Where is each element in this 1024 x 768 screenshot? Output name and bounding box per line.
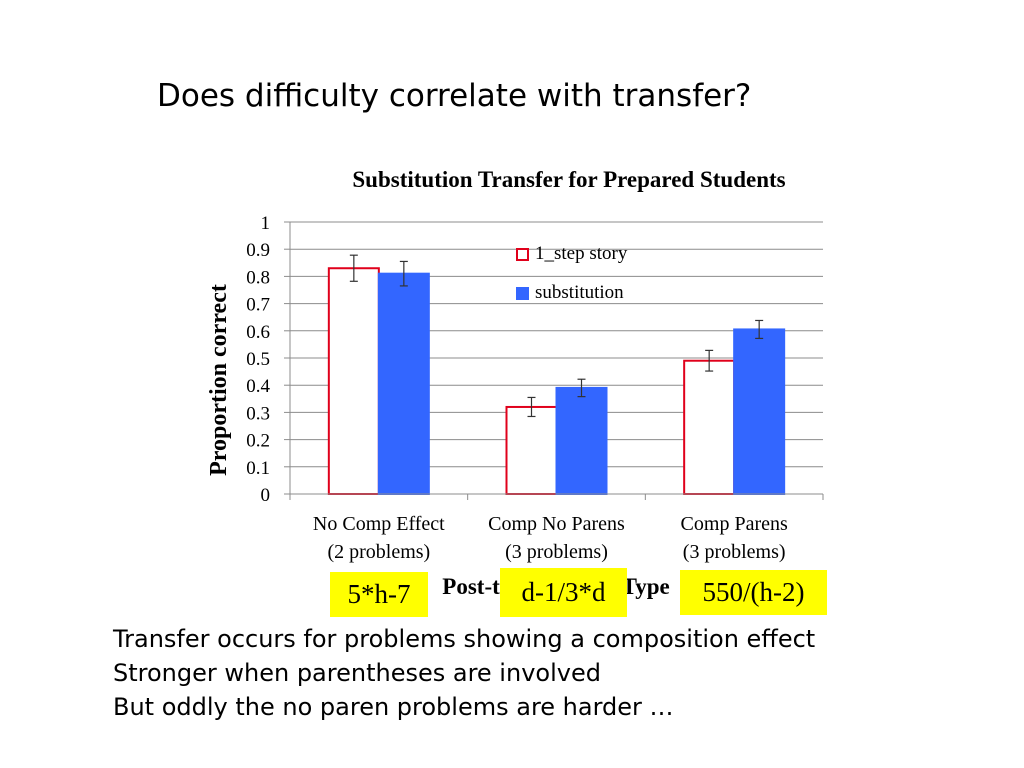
category-label: Comp No Parens xyxy=(488,513,625,535)
y-tick-label: 0.9 xyxy=(246,240,270,261)
bullet-list: Transfer occurs for problems showing a c… xyxy=(113,622,815,724)
legend-swatch xyxy=(516,287,529,300)
category-label: No Comp Effect xyxy=(313,513,445,535)
bar-substitution xyxy=(377,272,430,495)
bar-substitution xyxy=(733,328,786,495)
bar-one-step-story xyxy=(505,405,558,495)
y-tick-label: 0.3 xyxy=(246,403,270,424)
bar-one-step-story xyxy=(683,359,736,495)
error-bars xyxy=(349,254,764,418)
bullet-item: Transfer occurs for problems showing a c… xyxy=(113,625,816,653)
category-label: (3 problems) xyxy=(683,541,786,563)
y-axis-label: Proportion correct xyxy=(206,284,232,476)
category-label: (2 problems) xyxy=(327,541,430,563)
y-tick-label: 0 xyxy=(261,485,271,506)
axes xyxy=(284,221,824,500)
category-labels: No Comp Effect (2 problems) Comp No Parens… xyxy=(313,513,788,563)
y-axis-ticks: 0 0.1 0.2 0.3 0.4 0.5 0.6 0.7 0.8 0.9 1 xyxy=(246,213,270,506)
y-tick-label: 0.6 xyxy=(246,322,270,343)
y-tick-label: 0.8 xyxy=(246,267,270,288)
bars xyxy=(327,267,786,496)
highlight-expression-2: d-1/3*d xyxy=(500,568,627,617)
bullet-item: But oddly the no paren problems are hard… xyxy=(113,693,674,721)
legend-label: substitution xyxy=(535,282,624,303)
legend: 1_step story substitution xyxy=(516,243,628,303)
y-tick-label: 0.2 xyxy=(246,431,270,452)
y-tick-label: 1 xyxy=(261,213,271,234)
highlight-expression-1: 5*h-7 xyxy=(330,572,428,617)
bar-one-step-story xyxy=(327,267,380,495)
highlight-expression-3: 550/(h-2) xyxy=(680,570,827,615)
y-tick-label: 0.4 xyxy=(246,376,270,397)
legend-label: 1_step story xyxy=(535,243,628,264)
chart-title: Substitution Transfer for Prepared Stude… xyxy=(352,167,786,192)
y-tick-label: 0.7 xyxy=(246,295,270,316)
category-label: Comp Parens xyxy=(681,513,788,535)
bullet-item: Stronger when parentheses are involved xyxy=(113,659,601,687)
legend-swatch xyxy=(516,248,529,261)
y-tick-label: 0.5 xyxy=(246,349,270,370)
y-tick-label: 0.1 xyxy=(246,458,270,479)
slide-title: Does difficulty correlate with transfer? xyxy=(157,78,752,114)
bar-substitution xyxy=(555,386,608,496)
category-label: (3 problems) xyxy=(505,541,608,563)
